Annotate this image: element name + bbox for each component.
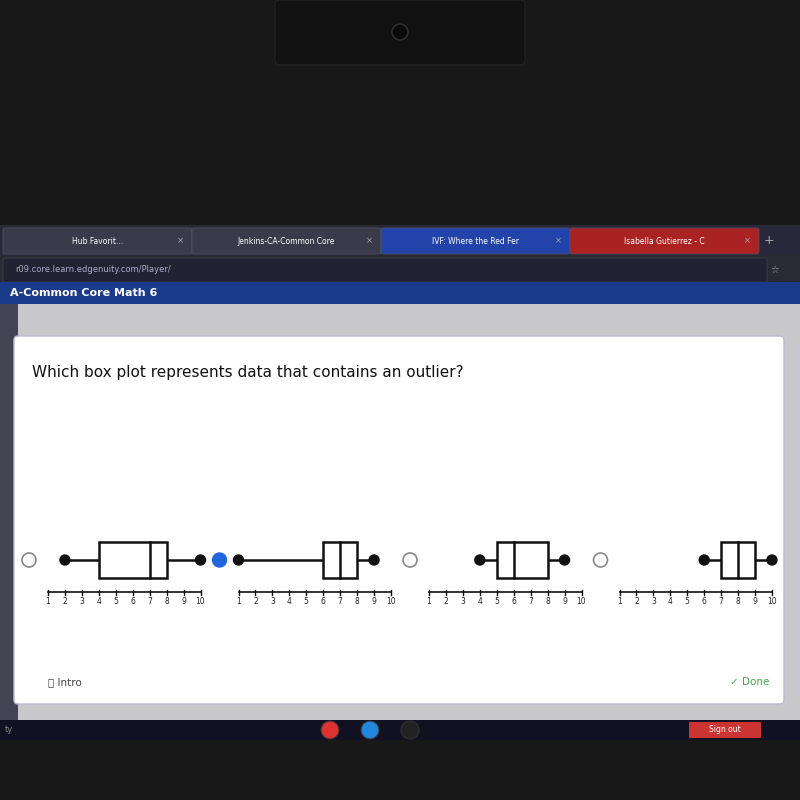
Text: 1: 1 — [46, 598, 50, 606]
Text: 3: 3 — [79, 598, 84, 606]
FancyBboxPatch shape — [381, 228, 570, 254]
Text: 4: 4 — [287, 598, 292, 606]
Text: 6: 6 — [130, 598, 135, 606]
Bar — [0, 225, 800, 740]
Bar — [323, 542, 357, 578]
Text: 9: 9 — [562, 598, 567, 606]
Text: 2: 2 — [62, 598, 67, 606]
Text: 8: 8 — [736, 598, 741, 606]
FancyBboxPatch shape — [192, 228, 381, 254]
Text: 3: 3 — [270, 598, 275, 606]
Bar — [497, 542, 548, 578]
Text: 4: 4 — [96, 598, 102, 606]
Text: Which box plot represents data that contains an outlier?: Which box plot represents data that cont… — [32, 365, 464, 380]
Text: 6: 6 — [511, 598, 516, 606]
Bar — [99, 542, 166, 578]
Bar — [0, 740, 800, 800]
Text: 🔊 Intro: 🔊 Intro — [48, 677, 82, 687]
Text: Sign out: Sign out — [709, 726, 741, 734]
Circle shape — [401, 721, 419, 739]
Text: 6: 6 — [702, 598, 706, 606]
Circle shape — [60, 555, 70, 565]
Text: IVF: Where the Red Fer: IVF: Where the Red Fer — [432, 237, 519, 246]
Text: 8: 8 — [164, 598, 169, 606]
Bar — [0, 0, 800, 225]
Text: r09.core.learn.edgenuity.com/Player/: r09.core.learn.edgenuity.com/Player/ — [15, 266, 170, 274]
Text: 1: 1 — [426, 598, 431, 606]
Text: ☆: ☆ — [770, 265, 779, 275]
FancyBboxPatch shape — [689, 722, 761, 738]
Circle shape — [234, 555, 243, 565]
Text: 4: 4 — [478, 598, 482, 606]
Text: ✓ Done: ✓ Done — [730, 677, 770, 687]
Text: Jenkins-CA-Common Core: Jenkins-CA-Common Core — [238, 237, 335, 246]
Text: 7: 7 — [338, 598, 342, 606]
Text: 3: 3 — [461, 598, 466, 606]
Text: 10: 10 — [577, 598, 586, 606]
Bar — [0, 304, 800, 740]
Text: 7: 7 — [147, 598, 152, 606]
Text: 5: 5 — [494, 598, 499, 606]
FancyBboxPatch shape — [275, 0, 525, 65]
Text: 1: 1 — [236, 598, 241, 606]
Text: 5: 5 — [114, 598, 118, 606]
Text: ×: × — [177, 237, 183, 246]
Text: 7: 7 — [718, 598, 724, 606]
Text: 4: 4 — [668, 598, 673, 606]
Text: 9: 9 — [372, 598, 377, 606]
Text: 7: 7 — [528, 598, 533, 606]
Text: 2: 2 — [253, 598, 258, 606]
Text: 8: 8 — [546, 598, 550, 606]
Text: 8: 8 — [354, 598, 359, 606]
Bar — [0, 227, 800, 255]
Text: 10: 10 — [386, 598, 396, 606]
FancyBboxPatch shape — [14, 336, 784, 704]
Text: +: + — [764, 234, 774, 247]
Circle shape — [699, 555, 710, 565]
Text: 6: 6 — [321, 598, 326, 606]
FancyBboxPatch shape — [3, 258, 767, 282]
Text: ty: ty — [5, 726, 14, 734]
Text: 2: 2 — [634, 598, 639, 606]
Text: 5: 5 — [304, 598, 309, 606]
Text: Isabella Gutierrez - C: Isabella Gutierrez - C — [624, 237, 705, 246]
Text: ×: × — [554, 237, 562, 246]
FancyBboxPatch shape — [570, 228, 759, 254]
Text: 9: 9 — [753, 598, 758, 606]
Circle shape — [392, 24, 408, 40]
Circle shape — [767, 555, 777, 565]
Text: Hub Favorit...: Hub Favorit... — [72, 237, 123, 246]
Bar — [0, 282, 800, 304]
Bar — [721, 542, 755, 578]
Circle shape — [361, 721, 379, 739]
Circle shape — [369, 555, 379, 565]
Circle shape — [213, 553, 226, 567]
Text: 5: 5 — [685, 598, 690, 606]
Text: A-Common Core Math 6: A-Common Core Math 6 — [10, 288, 158, 298]
Text: ×: × — [743, 237, 750, 246]
Text: 2: 2 — [443, 598, 448, 606]
Text: 1: 1 — [617, 598, 622, 606]
Circle shape — [475, 555, 485, 565]
Text: ×: × — [366, 237, 373, 246]
Text: 9: 9 — [181, 598, 186, 606]
Bar — [0, 720, 800, 740]
Circle shape — [195, 555, 206, 565]
FancyBboxPatch shape — [3, 228, 192, 254]
Circle shape — [559, 555, 570, 565]
Bar — [0, 304, 18, 740]
Text: 10: 10 — [196, 598, 206, 606]
Text: 10: 10 — [767, 598, 777, 606]
Text: 3: 3 — [651, 598, 656, 606]
Circle shape — [321, 721, 339, 739]
